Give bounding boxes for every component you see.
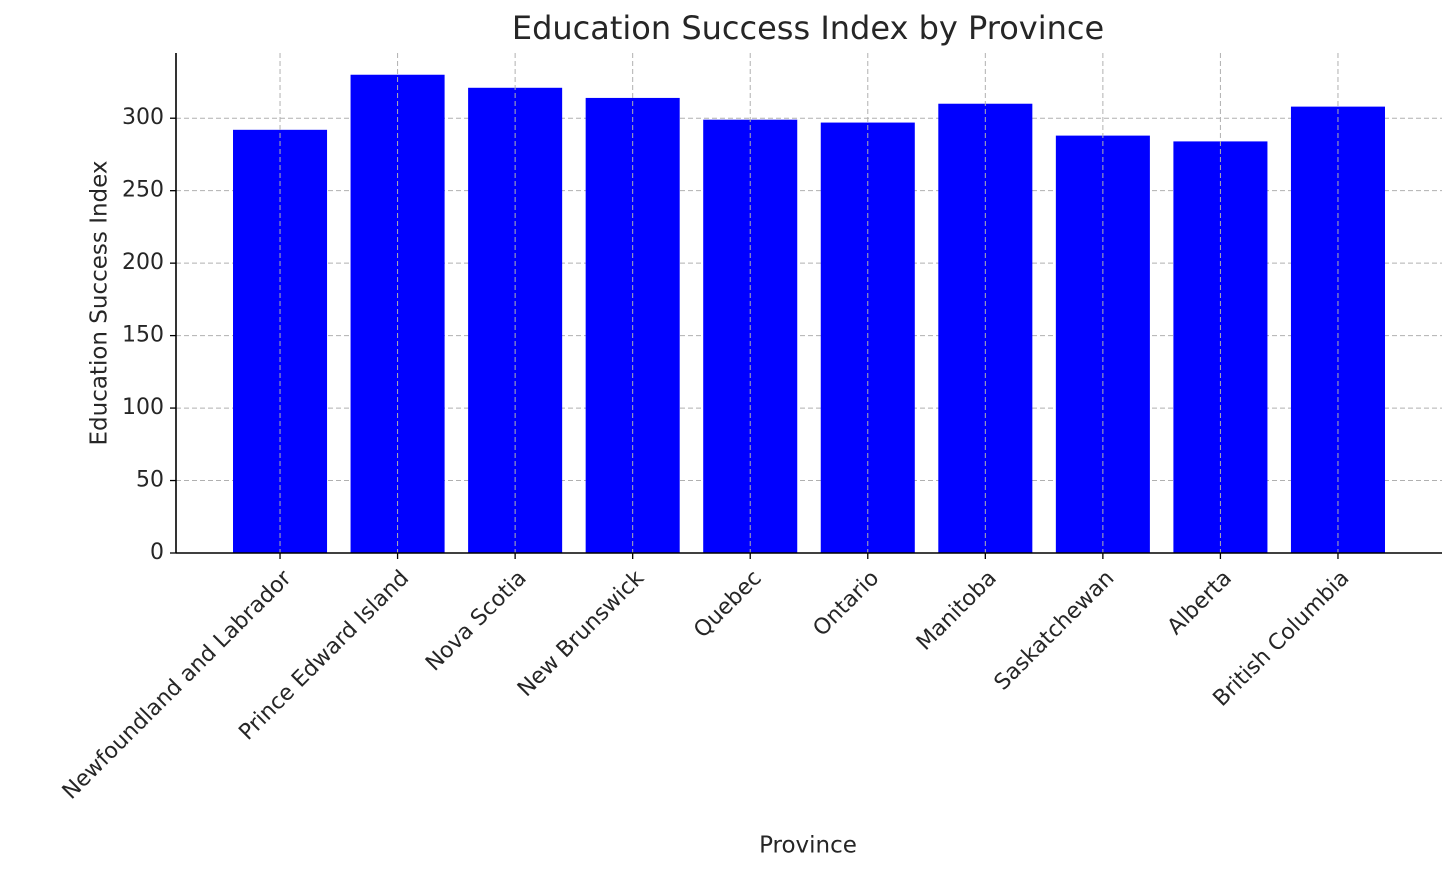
x-axis-label: Province <box>759 833 857 859</box>
chart-title: Education Success Index by Province <box>512 9 1104 47</box>
x-tick-label: Quebec <box>689 566 766 643</box>
bar <box>1173 141 1268 553</box>
x-tick-label: New Brunswick <box>513 566 649 702</box>
y-axis-label: Education Success Index <box>87 160 113 445</box>
y-tick-label: 200 <box>122 250 164 275</box>
x-tick-label: Ontario <box>809 566 885 642</box>
y-tick-label: 100 <box>122 395 164 420</box>
x-tick-label: Saskatchewan <box>990 566 1120 696</box>
x-tick-label: Manitoba <box>912 566 1002 656</box>
y-tick-label: 0 <box>150 540 164 565</box>
x-tick-label: Nova Scotia <box>421 566 531 676</box>
y-tick-label: 250 <box>122 178 164 203</box>
y-tick-label: 300 <box>122 105 164 130</box>
y-tick-label: 50 <box>136 468 164 493</box>
x-tick-label: Newfoundland and Labrador <box>58 565 297 804</box>
y-tick-label: 150 <box>122 323 164 348</box>
x-tick-label: Alberta <box>1163 566 1237 640</box>
